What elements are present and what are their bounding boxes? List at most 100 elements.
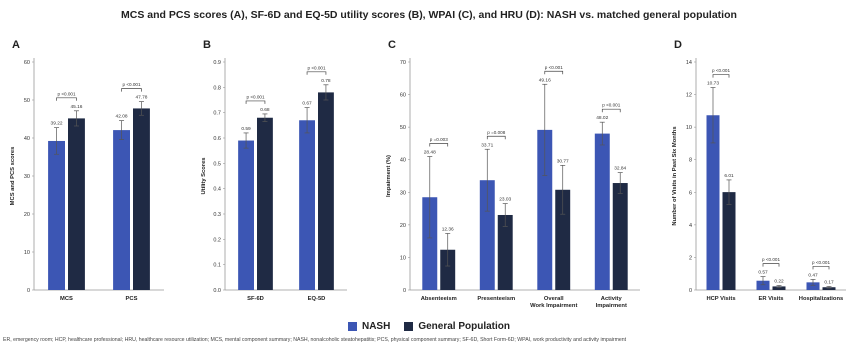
y-tick-label: 30 <box>400 190 406 196</box>
data-label: 28.48 <box>424 150 436 156</box>
p-value-annotation: p <0.001 <box>307 65 325 70</box>
data-label: 0.67 <box>302 101 312 107</box>
panel-letter: A <box>12 39 20 51</box>
bar-general-population-hospitalizations <box>822 287 836 290</box>
bar-general-population-activity-impairment <box>612 183 628 290</box>
bar-general-population-eq-5d <box>318 92 334 291</box>
y-tick-label: 20 <box>400 223 406 229</box>
data-label: 12.36 <box>442 226 454 232</box>
y-axis-label: Number of Visits in Past Six Months <box>672 126 678 225</box>
y-tick-label: 0 <box>27 288 30 294</box>
p-value-annotation: p <0.001 <box>246 94 264 99</box>
x-tick-label: SF-6D <box>247 296 264 302</box>
x-tick-label: Activity <box>601 296 623 302</box>
significance-bracket <box>812 266 830 270</box>
panel-letter: D <box>674 39 682 51</box>
x-tick-label: MCS <box>60 296 73 302</box>
y-tick-label: 0.7 <box>213 111 221 117</box>
y-tick-label: 70 <box>400 60 406 66</box>
bar-nash-pcs <box>113 130 130 290</box>
bar-nash-eq-5d <box>299 120 315 291</box>
y-tick-label: 0.9 <box>213 60 221 66</box>
bar-general-population-presenteeism <box>497 214 513 290</box>
data-label: 32.84 <box>614 166 626 172</box>
significance-bracket <box>306 71 327 75</box>
y-tick-label: 0.0 <box>213 288 221 294</box>
significance-bracket <box>245 100 266 104</box>
bar-general-population-sf-6d <box>257 117 273 290</box>
y-tick-label: 10 <box>400 255 406 261</box>
y-tick-label: 30 <box>24 174 30 180</box>
y-tick-label: 14 <box>686 60 692 66</box>
y-axis-label: Utility Scores <box>201 157 207 194</box>
data-label: 49.16 <box>539 77 551 83</box>
p-value-annotation: p <0.001 <box>812 260 830 265</box>
p-value-annotation: p <0.001 <box>762 257 780 262</box>
legend-label-general-population: General Population <box>418 320 511 332</box>
data-label: 30.77 <box>557 158 569 164</box>
bar-general-population-absenteeism <box>440 249 456 290</box>
legend-item-general-population: General Population <box>404 321 510 332</box>
data-label: 10.73 <box>707 81 719 87</box>
x-tick-label: Presenteeism <box>477 296 515 302</box>
y-tick-label: 50 <box>400 125 406 131</box>
x-tick-label: EQ-5D <box>308 296 326 302</box>
legend-swatch-general-population <box>404 321 414 331</box>
bar-nash-er-visits <box>756 280 770 290</box>
y-tick-label: 8 <box>689 158 692 164</box>
p-value-annotation: p <0.001 <box>712 68 730 73</box>
bar-nash-mcs <box>48 140 65 290</box>
data-label: 48.02 <box>596 115 608 121</box>
legend-swatch-nash <box>347 321 357 331</box>
significance-bracket <box>762 263 780 267</box>
y-tick-label: 0.2 <box>213 237 221 243</box>
y-tick-label: 20 <box>24 212 30 218</box>
data-label: 0.47 <box>808 272 818 278</box>
x-tick-label: HCP Visits <box>706 296 735 302</box>
bar-general-population-pcs <box>133 108 150 290</box>
y-tick-label: 4 <box>689 223 692 229</box>
p-value-annotation: p <0.001 <box>57 91 75 96</box>
bar-nash-absenteeism <box>422 197 438 290</box>
y-tick-label: 0.1 <box>213 263 221 269</box>
significance-bracket <box>429 143 449 147</box>
x-tick-label: Hospitalizations <box>799 296 843 302</box>
data-label: 45.16 <box>70 104 82 110</box>
data-label: 0.78 <box>321 78 331 84</box>
figure-title: MCS and PCS scores (A), SF-6D and EQ-5D … <box>121 9 737 21</box>
panel-a: A 0 10 20 30 40 50 60 MCS and PCS scores 39.22 45.… <box>10 39 164 302</box>
p-value-annotation: p =0.008 <box>487 130 505 135</box>
p-value-annotation: p <0.001 <box>602 103 620 108</box>
data-label: 33.71 <box>481 142 493 148</box>
data-label: 39.22 <box>51 121 63 127</box>
p-value-annotation: p =0.003 <box>430 137 448 142</box>
panel-letter: C <box>388 39 396 51</box>
bar-nash-sf-6d <box>238 140 254 290</box>
data-label: 42.08 <box>116 114 128 120</box>
y-tick-label: 0.8 <box>213 85 221 91</box>
bar-general-population-er-visits <box>772 286 786 290</box>
panel-b: B 0.0 0.1 0.2 0.3 0.4 0.5 0.6 0.7 0.8 0.9 Utility S… <box>201 39 347 302</box>
data-label: 0.22 <box>774 278 784 284</box>
bar-nash-overall-work-impairment <box>537 129 553 290</box>
y-tick-label: 40 <box>400 158 406 164</box>
data-label: 6.01 <box>724 173 734 179</box>
y-tick-label: 0.3 <box>213 212 221 218</box>
y-tick-label: 2 <box>689 255 692 261</box>
y-tick-label: 12 <box>686 93 692 99</box>
data-label: 47.78 <box>135 95 147 101</box>
y-tick-label: 0 <box>403 288 406 294</box>
significance-bracket <box>56 97 77 101</box>
y-axis-label: Impairment (%) <box>386 155 392 197</box>
bar-nash-hospitalizations <box>806 282 820 290</box>
bar-nash-activity-impairment <box>594 133 610 290</box>
y-tick-label: 40 <box>24 136 30 142</box>
bar-general-population-mcs <box>68 118 85 290</box>
x-tick-label: Work Impairment <box>530 303 577 309</box>
x-tick-label: PCS <box>126 296 138 302</box>
data-label: 23.03 <box>499 197 511 203</box>
y-tick-label: 60 <box>400 93 406 99</box>
data-label: 0.57 <box>758 270 768 276</box>
y-tick-label: 10 <box>24 250 30 256</box>
